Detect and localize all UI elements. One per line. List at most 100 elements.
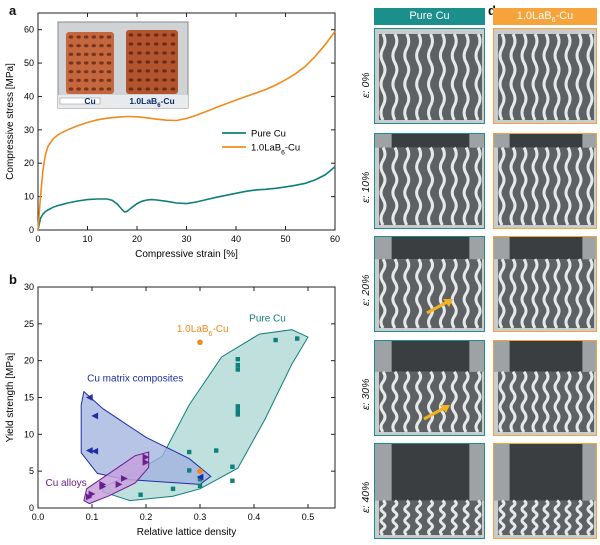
marker-pure-cu: [187, 449, 192, 455]
inset-cube-cu-pore: [91, 78, 97, 82]
lattice-strut: [474, 258, 482, 329]
inset-cube-cu-pore: [83, 87, 89, 91]
label-pure-cu: Pure Cu: [249, 314, 286, 325]
inset-cube-lab6-body: [126, 30, 178, 94]
marker-pure-cu: [197, 477, 203, 482]
lattice-strut: [462, 499, 470, 537]
x-tick-label-b: 0.1: [86, 512, 99, 522]
lattice-strut: [575, 258, 583, 329]
inset-cube-cu-pore: [91, 61, 97, 65]
photo-lab6-cu-row-2: [493, 236, 597, 332]
marker-composite: [91, 412, 99, 420]
lattice-strut: [553, 370, 561, 433]
lattice-photo: [375, 444, 484, 538]
inset-cube-lab6-pore: [145, 33, 151, 37]
inset-cube-lab6: [126, 30, 178, 94]
lattice-strut: [450, 499, 458, 537]
inset-cube-cu-pore: [76, 52, 81, 56]
marker-pure-cu: [235, 367, 240, 372]
photo-lab6-cu-row-0: [493, 28, 597, 124]
region-cu-alloys: [83, 451, 150, 505]
lattice-strut: [427, 258, 434, 329]
inset-cube-cu-pore: [68, 70, 74, 74]
inset-cube-lab6-pore: [153, 42, 159, 46]
inset-cube-lab6-pore: [153, 87, 159, 91]
lattice-photo: [375, 29, 484, 123]
lattice-strut: [531, 33, 539, 121]
lattice-strut: [520, 33, 528, 121]
lattice-strut: [403, 33, 411, 121]
x-tick-label-b: 0.2: [140, 512, 153, 522]
inset-cube-lab6-pore: [162, 87, 167, 91]
inset-cube-lab6-pore: [162, 51, 167, 55]
inset-cube-lab6-pore: [137, 51, 142, 55]
marker-lab6-cu: [197, 339, 203, 346]
inset-cube-lab6-pore: [128, 87, 134, 91]
x-tick-label-a: 40: [231, 234, 241, 244]
chart-b-yield-density: 0.0 0.1 0.2 0.3 0.4 0.5 0 5 10 15 20 25 30 Relative l…: [5, 282, 336, 538]
photo-pure-cu-row-1: [374, 133, 485, 229]
x-tick-label-b: 0.3: [194, 512, 207, 522]
x-tick-label-a: 20: [132, 234, 142, 244]
lattice-strut: [438, 33, 446, 121]
inset-cube-lab6-pore: [153, 69, 159, 73]
lattice-photo: [375, 134, 484, 228]
legend-a: Pure Cu 1.0LaB6-Cu: [222, 129, 300, 156]
inset-cube-lab6-pore: [137, 42, 142, 46]
lattice-strut: [415, 146, 423, 226]
inset-cube-cu-pore: [76, 35, 81, 39]
lattice-strut: [391, 33, 399, 121]
lattice-strut: [391, 370, 399, 433]
lattice-photo: [494, 237, 596, 331]
inset-cube-lab6-pore: [145, 87, 151, 91]
region-composites: [80, 390, 212, 485]
x-axis-label-b: Relative lattice density: [137, 527, 237, 538]
inset-cube-lab6-pore: [170, 87, 176, 91]
inset-cube-lab6-pore: [153, 78, 159, 82]
inset-cube-cu-pore: [99, 87, 104, 91]
marker-pure-cu: [170, 486, 176, 492]
lattice-strut: [438, 258, 446, 329]
platen-shadow: [509, 134, 583, 148]
marker-cu-alloy: [142, 453, 150, 461]
lattice-strut: [498, 258, 506, 329]
lattice-strut: [415, 33, 423, 121]
lattice-strut: [575, 499, 583, 537]
y-tick-label-a: 0: [29, 225, 34, 235]
inset-cube-cu-pore: [91, 35, 97, 39]
x-tick-label-b: 0.4: [248, 512, 261, 522]
inset-cube-cu-pore: [99, 61, 104, 65]
inset-cube-cu-pore: [68, 35, 74, 39]
inset-cube-cu-pore: [68, 87, 74, 91]
inset-cube-cu-pore: [99, 78, 104, 82]
y-tick-label-a: 20: [24, 158, 34, 168]
inset-cube-cu-pore: [91, 87, 97, 91]
inset-cube-lab6-pore: [137, 78, 142, 82]
lattice-strut: [586, 370, 594, 433]
platen-shadow: [391, 341, 470, 372]
photo-pure-cu-row-0: [374, 28, 485, 124]
y-tick-label-b: 10: [24, 429, 34, 439]
inset-ruler: [59, 97, 101, 105]
lattice-strut: [509, 499, 517, 537]
lattice-strut: [379, 258, 387, 329]
lattice-strut: [450, 370, 458, 433]
inset-cube-cu-pore: [99, 70, 104, 74]
platen-shadow: [391, 237, 470, 260]
lattice-strut: [564, 499, 572, 537]
lattice-strut: [498, 33, 506, 121]
lattice-strut: [403, 499, 411, 537]
lattice-strut: [474, 33, 482, 121]
inset-photo: Cu 1.0LaB6-Cu: [57, 21, 189, 109]
panel-letter-a: a: [9, 3, 17, 18]
platen-shadow: [391, 134, 470, 148]
lattice-strut: [403, 146, 411, 226]
inset-label-lab6: 1.0LaB6-Cu: [129, 96, 174, 109]
marker-cu-alloy: [115, 481, 123, 488]
lattice-strut: [391, 499, 399, 537]
legend-entry: Pure Cu: [251, 129, 286, 140]
lattice-photo: [494, 29, 596, 123]
photo-pure-cu-row-3: [374, 340, 485, 436]
inset-cube-cu-pore: [76, 70, 81, 74]
lattice-strut: [542, 146, 550, 226]
